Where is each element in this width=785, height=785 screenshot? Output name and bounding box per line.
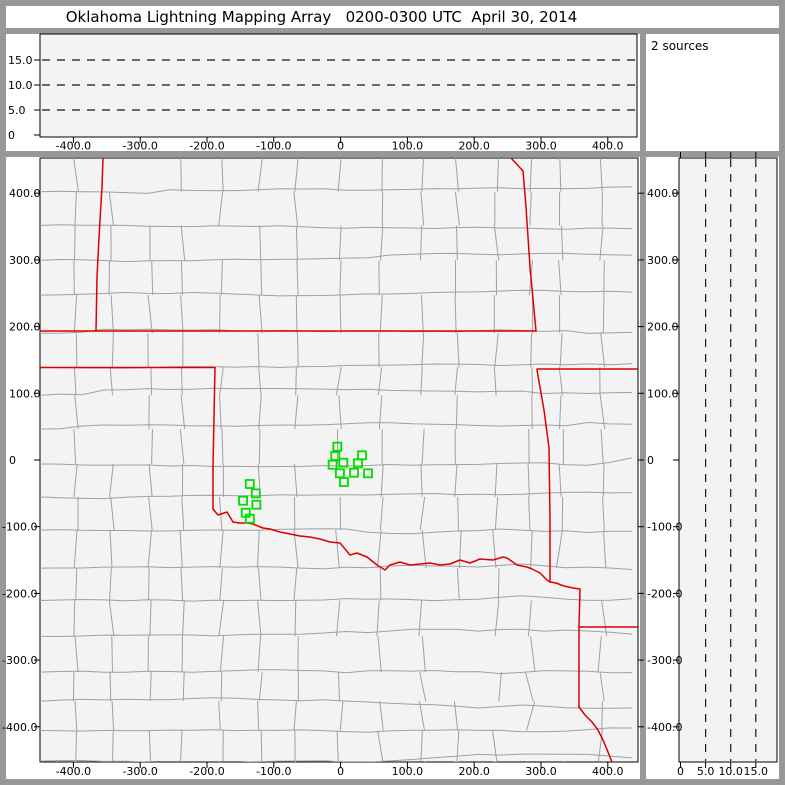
tick-label: -200.0 bbox=[2, 587, 37, 600]
tick-label: 0 bbox=[337, 765, 344, 778]
lightning-source-marker bbox=[349, 467, 359, 478]
tick-label: 0 bbox=[677, 765, 684, 778]
tick-label: 5.0 bbox=[697, 765, 715, 778]
tick-label: 400.0 bbox=[647, 187, 679, 200]
tick-label: 200.0 bbox=[458, 765, 490, 778]
plan-view-panel: -400.0 -300.0 -200.0 -100.0 0 100.0 200.0 300.0… bbox=[2, 157, 644, 779]
tick-label: 400.0 bbox=[9, 187, 41, 200]
sources-info-panel: 2 sources bbox=[646, 34, 779, 151]
tick-label: -400.0 bbox=[56, 140, 91, 153]
tick-label: -100.0 bbox=[256, 765, 291, 778]
tick-label: 10.0 bbox=[8, 79, 33, 92]
tick-label: -100.0 bbox=[2, 521, 37, 534]
tick-label: -100.0 bbox=[647, 521, 682, 534]
tick-label: -300.0 bbox=[2, 654, 37, 667]
tick-label: -400.0 bbox=[56, 765, 91, 778]
tick-label: 200.0 bbox=[9, 321, 41, 334]
tick-label: 0 bbox=[9, 454, 16, 467]
tick-label: -300.0 bbox=[122, 140, 157, 153]
county-boundaries bbox=[40, 158, 633, 762]
lightning-source-marker bbox=[332, 441, 343, 452]
altitude-time-panel: -400.0 -300.0 -200.0 -100.0 0 100.0 200.0 300.0… bbox=[6, 33, 640, 153]
tick-label: -100.0 bbox=[256, 140, 291, 153]
tick-label: 400.0 bbox=[592, 765, 624, 778]
lightning-source-marker bbox=[353, 458, 363, 469]
tick-label: 300.0 bbox=[525, 140, 557, 153]
tick-label: 300.0 bbox=[647, 254, 679, 267]
tick-label: 0 bbox=[337, 140, 344, 153]
tick-label: 100.0 bbox=[392, 765, 424, 778]
tick-label: 15.0 bbox=[744, 765, 769, 778]
lightning-source-marker bbox=[363, 468, 373, 479]
lightning-sources bbox=[238, 441, 373, 524]
state-borders bbox=[40, 158, 638, 762]
altitude-vs-eastwest-plot[interactable]: -400.0 -300.0 -200.0 -100.0 0 100.0 200.0 300.0… bbox=[6, 33, 640, 153]
lightning-source-marker bbox=[238, 495, 249, 506]
tick-label: -200.0 bbox=[189, 765, 224, 778]
tick-label: 100.0 bbox=[392, 140, 424, 153]
lightning-source-marker bbox=[251, 499, 262, 510]
lightning-source-marker bbox=[244, 513, 255, 524]
lightning-source-marker bbox=[250, 488, 261, 499]
tick-label: -200.0 bbox=[647, 587, 682, 600]
altitude-ns-panel: 0 5.0 10.0 15.0 400.0 300.0 200.0 100.0 0 -100.0 -… bbox=[646, 152, 779, 779]
tick-label: 0 bbox=[647, 454, 654, 467]
tick-label: 400.0 bbox=[592, 140, 624, 153]
right-plot-area bbox=[678, 157, 778, 763]
tick-label: -400.0 bbox=[2, 721, 37, 734]
tick-label: -300.0 bbox=[647, 654, 682, 667]
lightning-source-marker bbox=[338, 477, 349, 487]
top-plot-area bbox=[39, 33, 638, 138]
tick-label: -200.0 bbox=[189, 140, 224, 153]
tick-label: 10.0 bbox=[718, 765, 743, 778]
altitude-vs-northsouth-plot[interactable]: 0 5.0 10.0 15.0 400.0 300.0 200.0 100.0 0 -100.0 -… bbox=[646, 152, 779, 779]
tick-label: 100.0 bbox=[647, 387, 679, 400]
tick-label: 15.0 bbox=[8, 54, 33, 67]
lightning-source-marker bbox=[327, 459, 338, 470]
title-bar: Oklahoma Lightning Mapping Array 0200-03… bbox=[6, 6, 779, 28]
tick-label: 300.0 bbox=[9, 254, 41, 267]
tick-label: 200.0 bbox=[647, 321, 679, 334]
sources-count-label: 2 sources bbox=[651, 39, 709, 53]
tick-label: 5.0 bbox=[8, 104, 26, 117]
tick-label: 0 bbox=[8, 129, 15, 142]
lightning-source-marker bbox=[338, 457, 349, 468]
lightning-source-marker bbox=[244, 479, 255, 489]
tick-label: 200.0 bbox=[458, 140, 490, 153]
tick-label: 300.0 bbox=[525, 765, 557, 778]
plan-view-map-plot[interactable]: -400.0 -300.0 -200.0 -100.0 0 100.0 200.0 300.0… bbox=[2, 157, 644, 779]
tick-label: -300.0 bbox=[122, 765, 157, 778]
tick-label: 100.0 bbox=[9, 387, 41, 400]
page-title: Oklahoma Lightning Mapping Array 0200-03… bbox=[65, 8, 578, 26]
tick-label: -400.0 bbox=[647, 721, 682, 734]
